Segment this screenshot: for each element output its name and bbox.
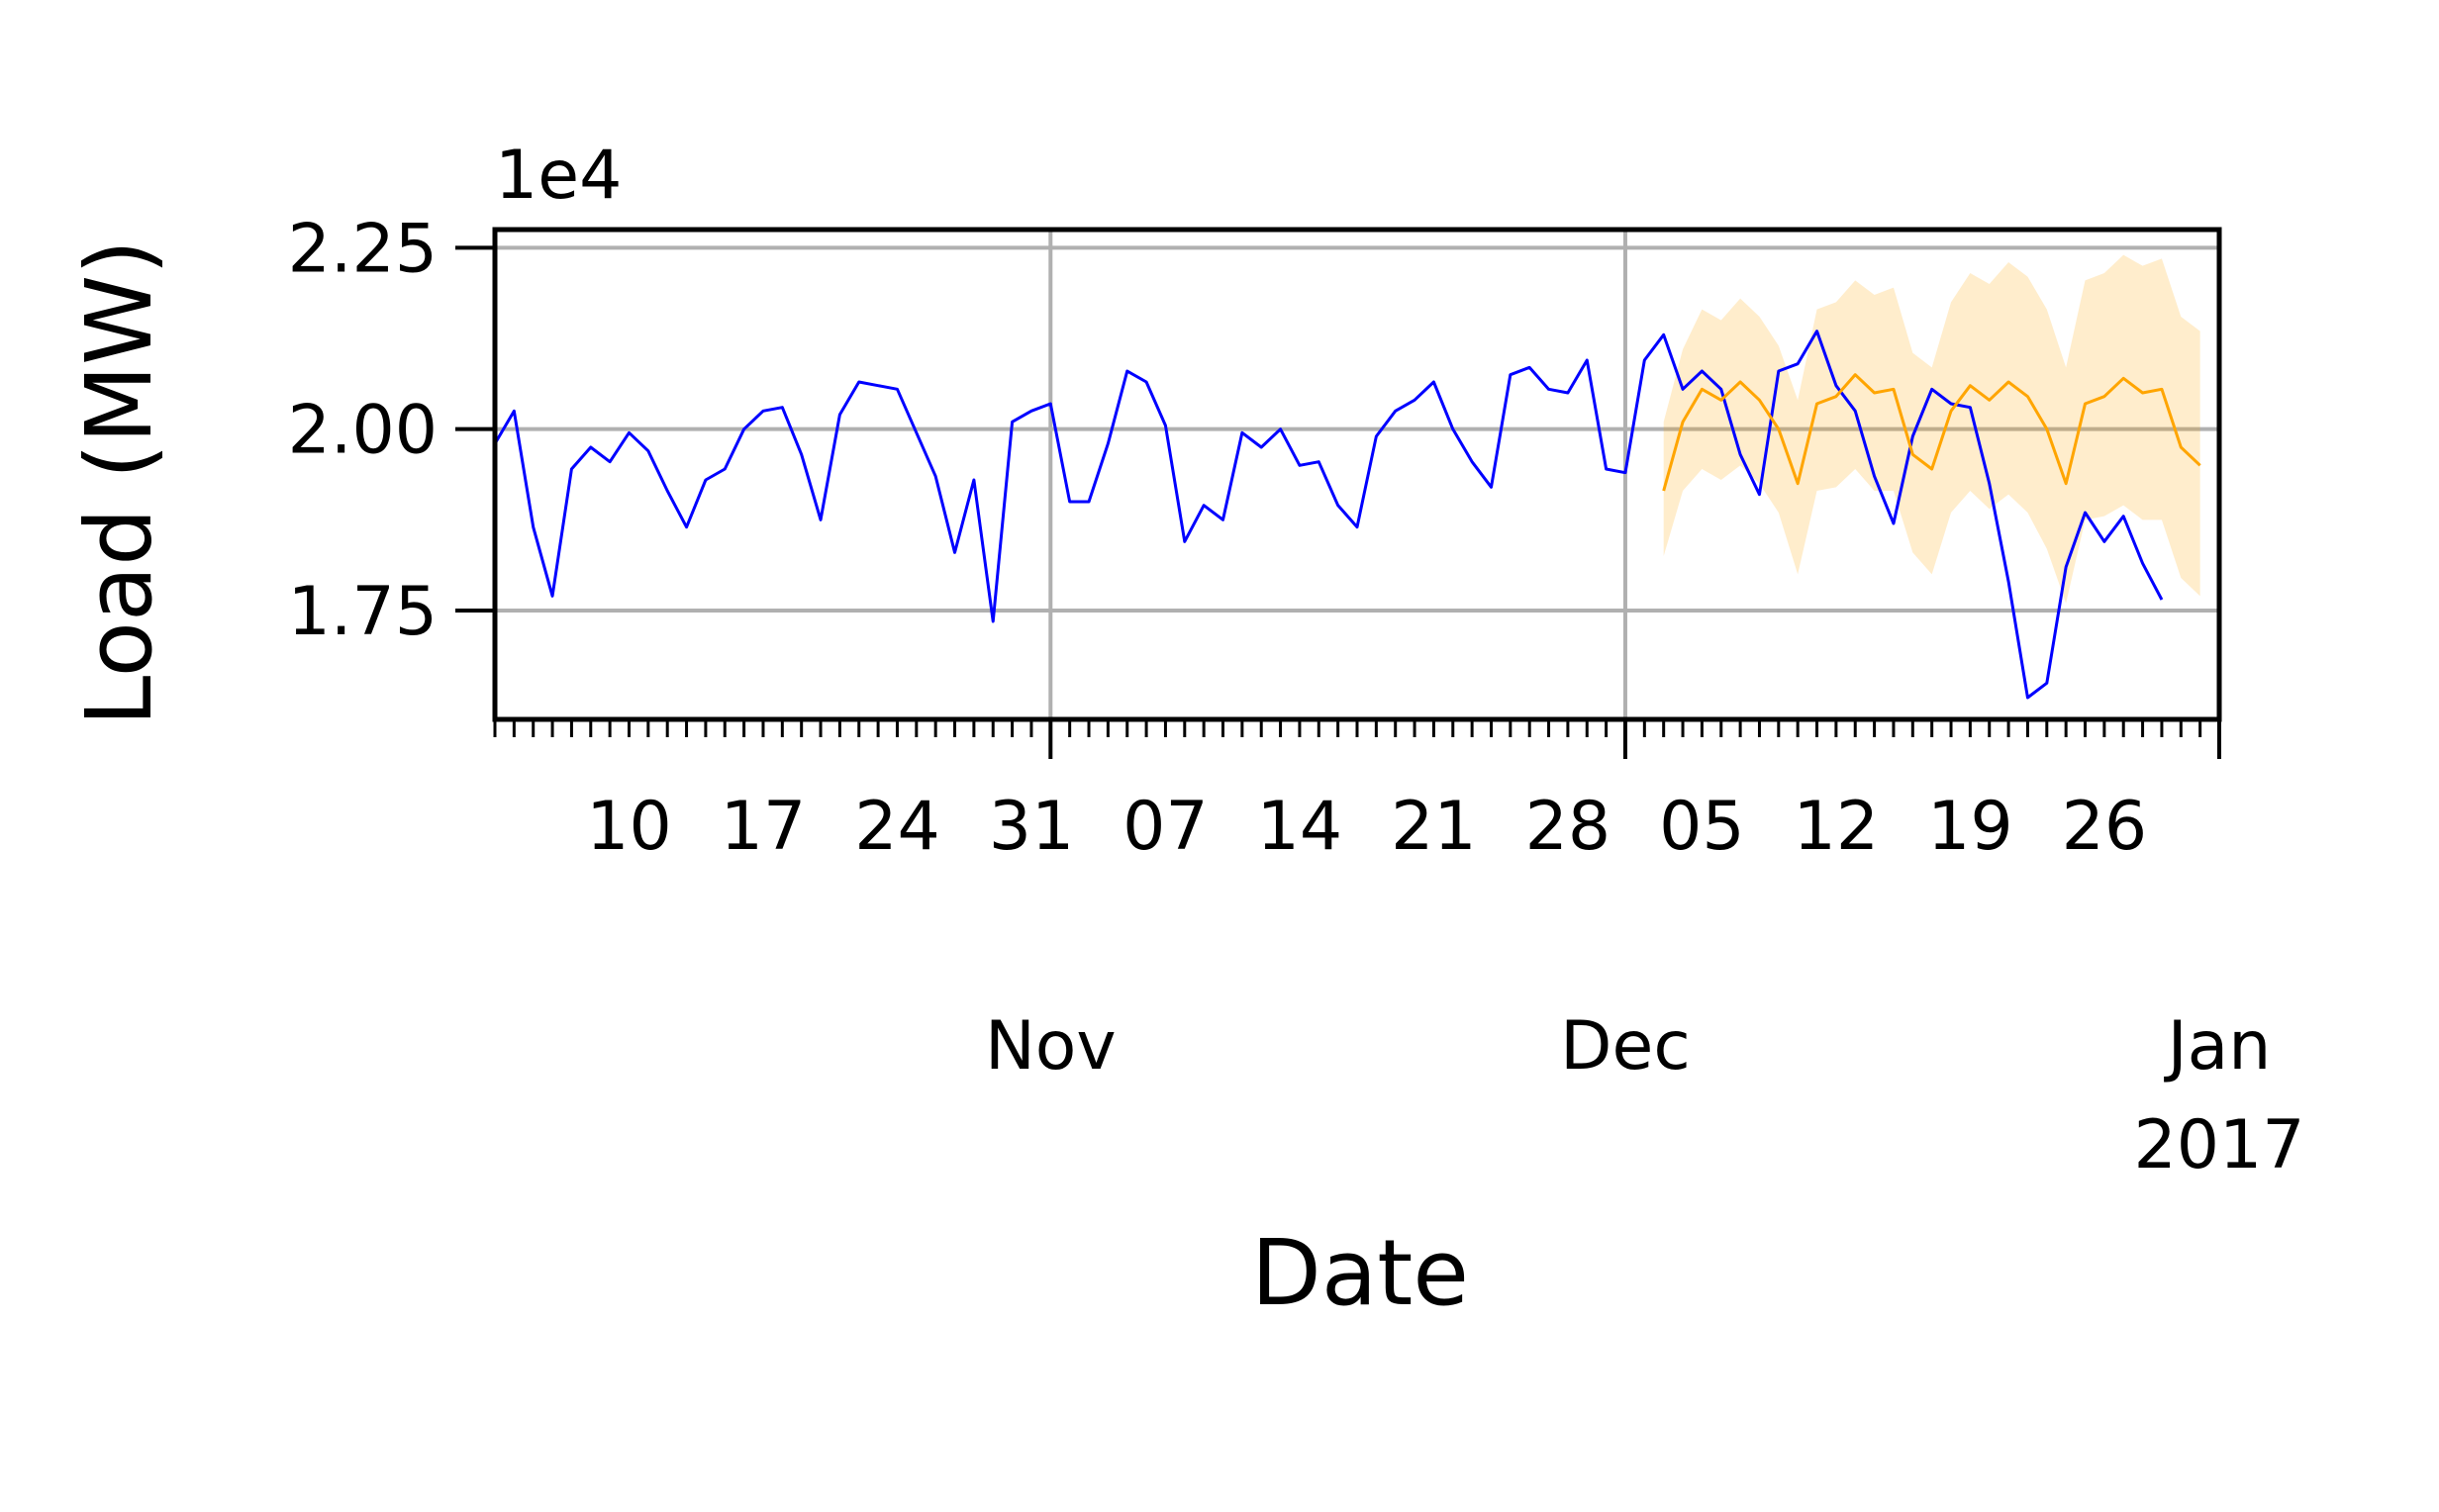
x-day-tick-label: 10 [586,788,672,866]
x-day-tick-label: 14 [1257,788,1343,866]
x-day-tick-label: 19 [1927,788,2013,866]
x-day-tick-label: 17 [721,788,807,866]
x-day-tick-label: 31 [989,788,1075,866]
x-month-label: Dec [1560,1007,1691,1086]
x-month-label: Jan [2164,1007,2272,1086]
y-axis-offset-label: 1e4 [495,137,622,215]
x-day-tick-label: 05 [1659,788,1745,866]
x-day-tick-label: 21 [1391,788,1477,866]
x-day-tick-label: 07 [1122,788,1209,866]
x-month-label: Nov [985,1007,1117,1086]
y-tick-label: 2.00 [288,392,438,470]
confidence-band [1663,254,2200,604]
forecast-load-line [1662,373,2201,492]
y-tick-label: 2.25 [288,210,438,288]
x-month-label: 2017 [2133,1106,2304,1184]
y-axis-label: Load (MW) [66,239,172,726]
x-day-tick-label: 12 [1794,788,1880,866]
prediction-interval-band [1663,254,2200,604]
x-axis-label: Date [1251,1220,1469,1326]
y-tick-label: 1.75 [288,573,438,651]
actual-load-line [493,330,2164,700]
x-day-tick-label: 28 [1525,788,1611,866]
labels: Load (MW) Date 1e4 [66,137,1469,1326]
x-day-tick-label: 26 [2062,788,2148,866]
series-lines [493,330,2201,700]
x-day-tick-label: 24 [854,788,940,866]
ticks: 1.75 2.00 2.25 Nov Dec Jan 2017 10 17 24 31 07 14 21 2… [288,210,2305,1184]
